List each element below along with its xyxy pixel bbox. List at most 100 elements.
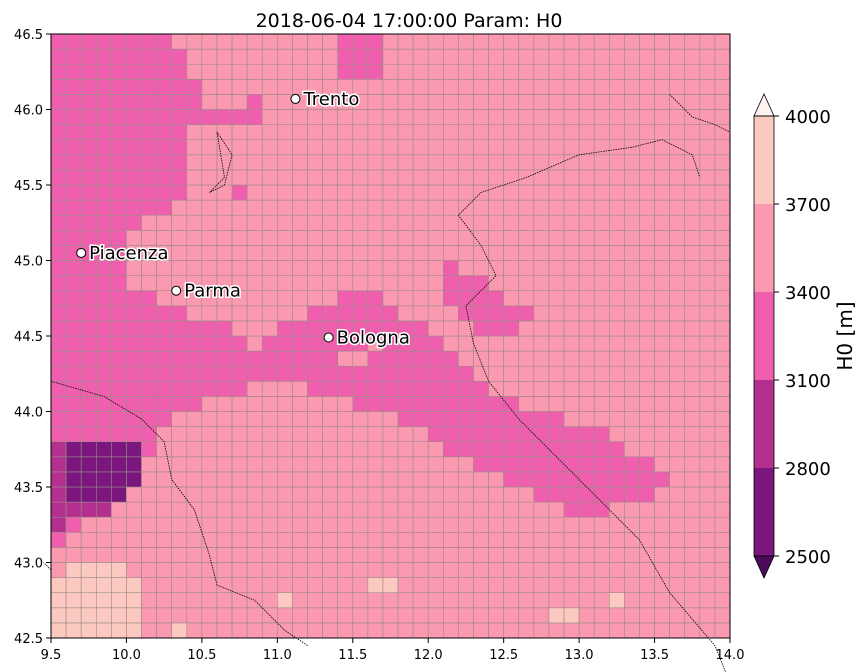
y-tick-label: 46.5: [14, 28, 43, 43]
grid-cell: [246, 456, 263, 473]
grid-cell: [563, 199, 580, 216]
grid-cell: [458, 486, 474, 503]
grid-cell: [352, 48, 369, 65]
grid-cell: [186, 184, 203, 201]
grid-cell: [669, 320, 686, 337]
grid-cell: [216, 139, 233, 156]
grid-cell: [80, 562, 97, 578]
grid-cell: [593, 154, 610, 171]
grid-cell: [216, 516, 233, 533]
grid-cell: [201, 214, 218, 231]
grid-cell: [95, 562, 112, 578]
grid-cell: [261, 426, 278, 443]
grid-cell: [216, 592, 233, 609]
grid-cell: [578, 48, 595, 65]
grid-cell: [126, 607, 142, 624]
grid-cell: [548, 184, 565, 201]
grid-cell: [382, 380, 399, 397]
grid-cell: [654, 79, 670, 95]
grid-cell: [216, 562, 233, 578]
grid-cell: [699, 396, 716, 412]
grid-cell: [292, 577, 308, 593]
grid-cell: [50, 607, 67, 624]
grid-cell: [593, 94, 610, 110]
grid-cell: [624, 79, 640, 95]
grid-cell: [111, 63, 127, 80]
grid-cell: [65, 441, 82, 458]
grid-cell: [639, 396, 655, 412]
grid-cell: [246, 547, 263, 563]
grid-cell: [503, 260, 520, 276]
grid-cell: [578, 577, 595, 593]
grid-cell: [427, 33, 444, 50]
grid-cell: [50, 622, 67, 639]
x-tick-label: 14.0: [716, 648, 745, 663]
grid-cell: [95, 426, 112, 443]
grid-cell: [503, 290, 520, 307]
grid-cell: [216, 245, 233, 261]
grid-cell: [50, 290, 67, 307]
grid-cell: [126, 411, 142, 427]
h0-grid-cells: [50, 33, 731, 639]
grid-cell: [231, 109, 248, 125]
grid-cell: [699, 320, 716, 337]
grid-cell: [80, 516, 97, 533]
grid-cell: [548, 531, 565, 548]
grid-cell: [533, 426, 550, 443]
grid-cell: [337, 275, 354, 292]
grid-cell: [292, 275, 308, 292]
grid-cell: [443, 516, 459, 533]
grid-cell: [186, 562, 203, 578]
grid-cell: [322, 109, 338, 125]
grid-cell: [231, 501, 248, 518]
grid-cell: [443, 365, 459, 382]
grid-cell: [458, 275, 474, 292]
grid-cell: [322, 305, 338, 322]
grid-cell: [231, 154, 248, 171]
grid-cell: [307, 320, 323, 337]
grid-cell: [397, 471, 414, 488]
grid-cell: [563, 214, 580, 231]
grid-cell: [427, 94, 444, 110]
grid-cell: [95, 441, 112, 458]
grid-cell: [669, 396, 686, 412]
grid-cell: [246, 501, 263, 518]
grid-cell: [111, 607, 127, 624]
grid-cell: [246, 335, 263, 352]
grid-cell: [458, 501, 474, 518]
grid-cell: [261, 79, 278, 95]
grid-cell: [95, 199, 112, 216]
grid-cell: [382, 592, 399, 609]
grid-cell: [50, 48, 67, 65]
grid-cell: [156, 531, 173, 548]
grid-cell: [292, 441, 308, 458]
grid-cell: [352, 592, 369, 609]
grid-cell: [246, 531, 263, 548]
grid-cell: [307, 592, 323, 609]
grid-cell: [397, 531, 414, 548]
grid-cell: [156, 199, 173, 216]
grid-cell: [427, 124, 444, 140]
grid-cell: [624, 154, 640, 171]
grid-cell: [503, 230, 520, 246]
grid-cell: [216, 124, 233, 140]
grid-cell: [322, 63, 338, 80]
grid-cell: [382, 245, 399, 261]
grid-cell: [352, 33, 369, 50]
grid-cell: [503, 426, 520, 443]
grid-cell: [412, 63, 429, 80]
grid-cell: [80, 63, 97, 80]
grid-cell: [231, 305, 248, 322]
grid-cell: [533, 63, 550, 80]
grid-cell: [654, 380, 670, 397]
grid-cell: [714, 275, 731, 292]
grid-cell: [427, 365, 444, 382]
grid-cell: [277, 411, 293, 427]
grid-cell: [503, 486, 520, 503]
grid-cell: [126, 169, 142, 186]
grid-cell: [50, 486, 67, 503]
grid-cell: [714, 63, 731, 80]
grid-cell: [382, 33, 399, 50]
grid-cell: [533, 501, 550, 518]
grid-cell: [337, 260, 354, 276]
